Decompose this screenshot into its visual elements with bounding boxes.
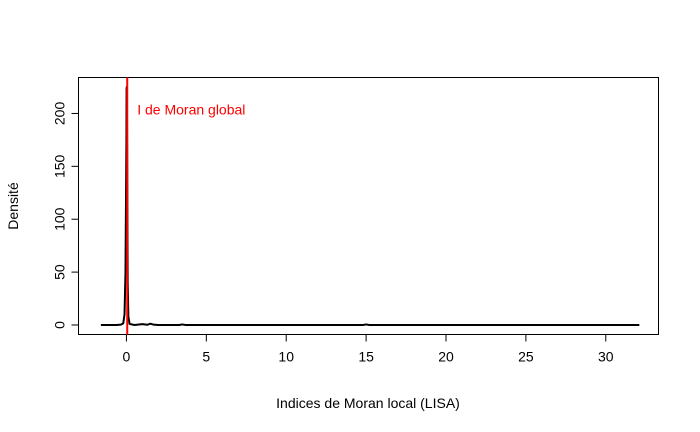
global-moran-label: I de Moran global — [137, 101, 245, 117]
x-tick-label: 10 — [278, 349, 294, 365]
y-axis-title: Densité — [5, 182, 21, 230]
y-tick-label: 100 — [52, 207, 68, 231]
y-tick-label: 150 — [52, 154, 68, 178]
x-tick-label: 25 — [518, 349, 534, 365]
x-axis: 0 5 10 15 20 25 30 — [123, 334, 614, 365]
y-tick-label: 50 — [52, 264, 68, 280]
y-tick-label: 0 — [52, 321, 68, 329]
x-axis-title: Indices de Moran local (LISA) — [276, 395, 460, 411]
density-curve — [100, 86, 640, 326]
x-tick-label: 30 — [598, 349, 614, 365]
plot-area: I de Moran global — [100, 77, 640, 335]
y-axis: 0 50 100 150 200 — [52, 102, 79, 329]
x-tick-label: 5 — [202, 349, 210, 365]
y-tick-label: 200 — [52, 102, 68, 126]
x-tick-label: 0 — [123, 349, 131, 365]
x-tick-label: 15 — [358, 349, 374, 365]
x-tick-label: 20 — [438, 349, 454, 365]
